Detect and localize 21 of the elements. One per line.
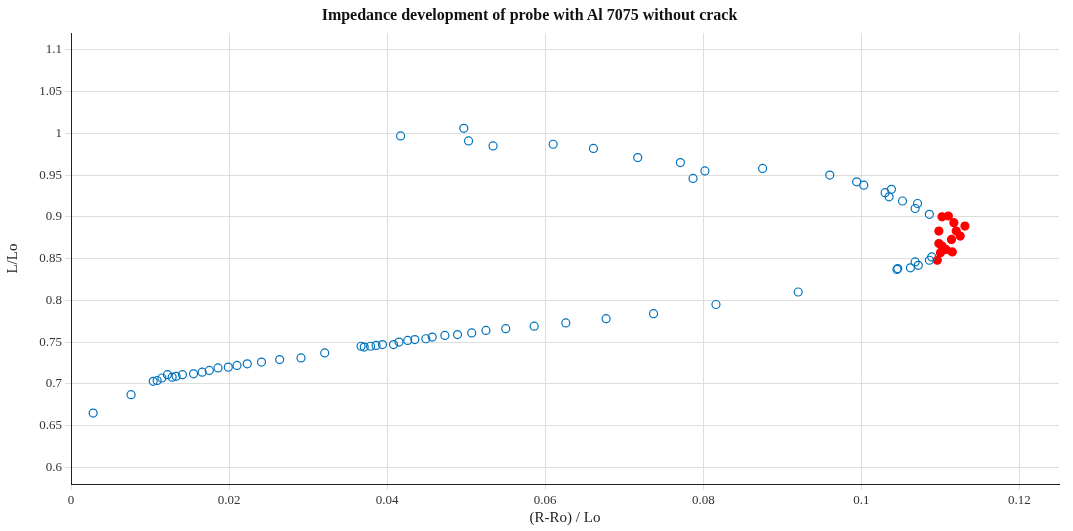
y-tick-label: 0.75	[39, 333, 62, 349]
y-tick-label: 0.65	[39, 416, 62, 432]
x-tick-label: 0.04	[375, 492, 400, 508]
x-tick-label: 0.02	[217, 492, 241, 508]
x-axis-title: (R-Ro) / Lo	[529, 508, 601, 526]
y-tick-label: 0.85	[39, 250, 62, 266]
y-tick-label: 1.05	[39, 83, 62, 99]
y-tick-label: 0.7	[45, 375, 63, 391]
x-tick-label: 0.12	[1008, 492, 1031, 508]
x-tick-label: 0	[67, 492, 75, 508]
y-tick-label: 0.95	[39, 166, 62, 182]
y-tick-label: 0.6	[45, 458, 63, 474]
x-tick-label: 0.06	[533, 492, 558, 508]
y-tick-label: 0.8	[45, 291, 62, 307]
chart-title: Impedance development of probe with Al 7075 without crack	[321, 5, 738, 24]
x-tick-label: 0.08	[691, 492, 715, 508]
y-tick-label: 0.9	[45, 208, 62, 224]
y-tick-label: 1.1	[45, 41, 62, 57]
x-tick-label: 0.1	[853, 492, 870, 508]
y-tick-label: 1	[55, 124, 62, 140]
y-axis-title: L/Lo	[3, 243, 20, 274]
